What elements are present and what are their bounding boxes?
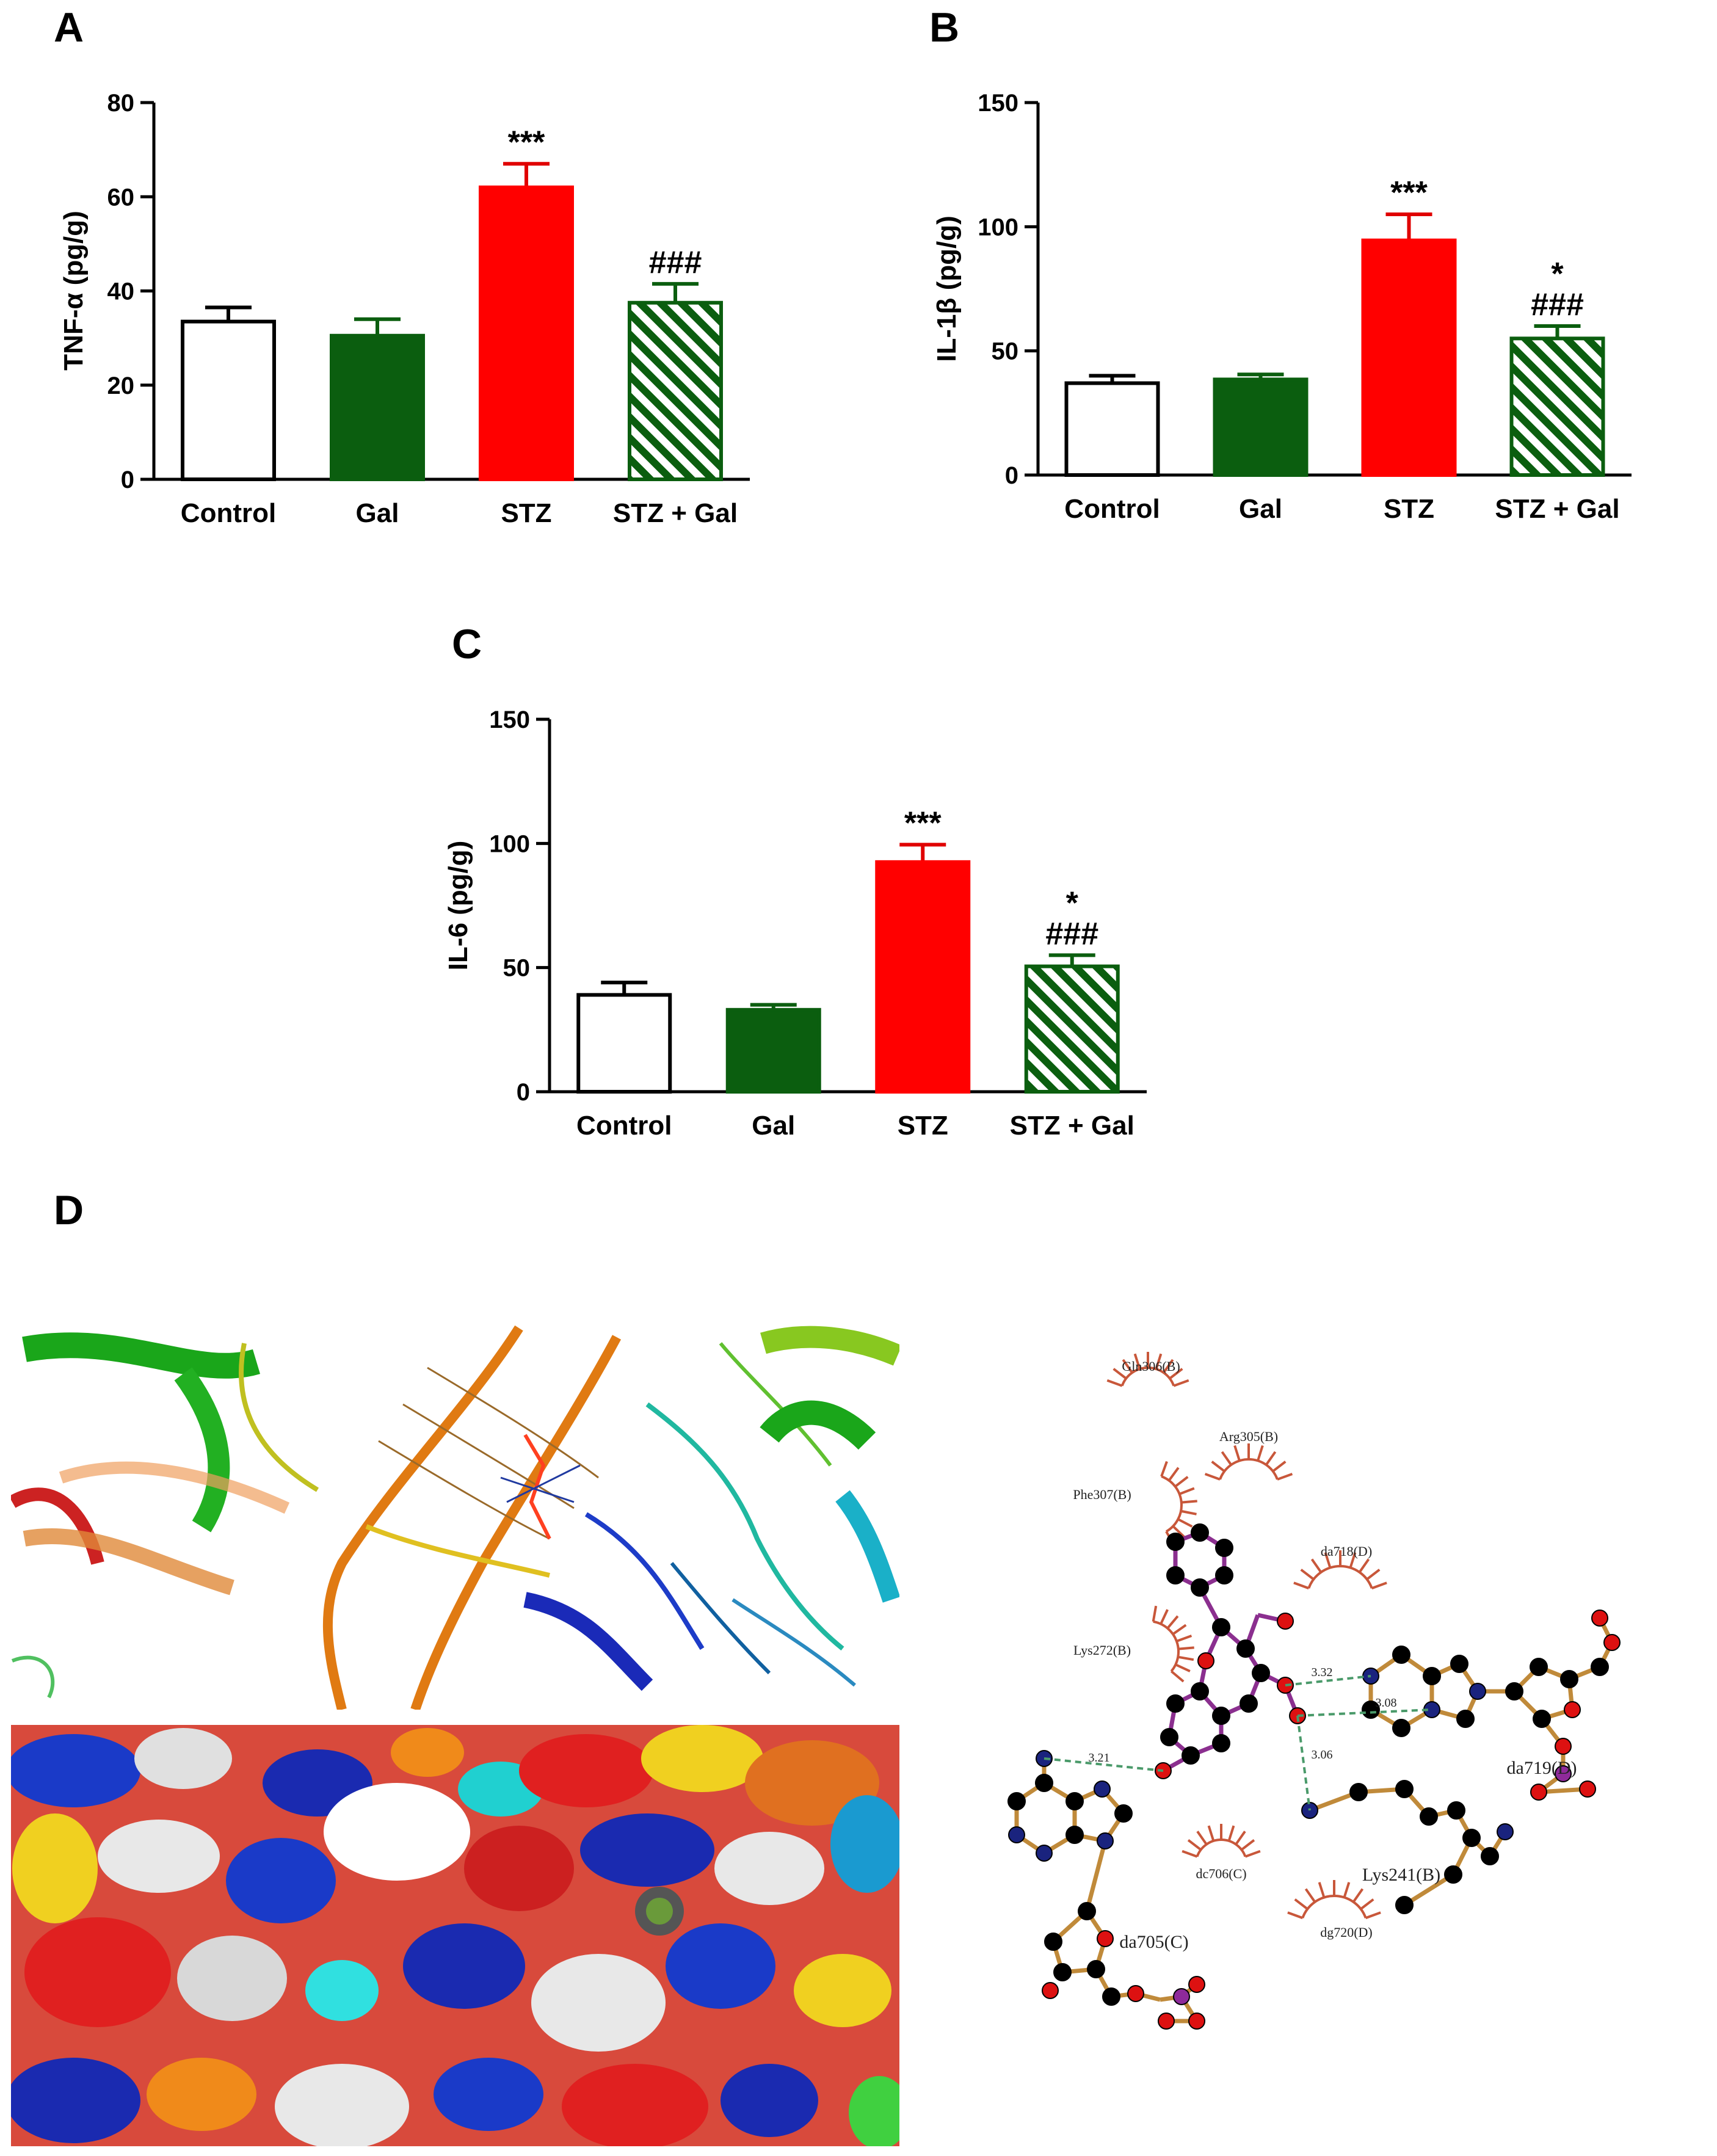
bar-control (1064, 381, 1160, 477)
category-label-gal: Gal (752, 1111, 795, 1141)
y-tick-label-100: 100 (489, 830, 530, 857)
hbond-da705-distance: 3.21 (1089, 1751, 1110, 1765)
category-label-gal: Gal (356, 498, 399, 528)
y-tick-label-60: 60 (107, 184, 135, 211)
y-tick-label-20: 20 (107, 372, 135, 399)
y-tick-label-80: 80 (107, 90, 135, 117)
bar-stz (1361, 238, 1457, 477)
hbond-da719-n6-distance: 3.32 (1312, 1666, 1333, 1679)
bar-stz (875, 860, 971, 1094)
hbond-lys241-distance: 3.06 (1312, 1748, 1333, 1762)
category-label-stz: STZ (898, 1111, 948, 1141)
da719-ring (1368, 1653, 1434, 1730)
panel-label-a: A (54, 4, 84, 51)
panel-label-c: C (452, 621, 482, 667)
bar-stz-gal (628, 300, 723, 481)
bar-stz-gal (1024, 964, 1120, 1094)
significance-stz-gal-0: * (1066, 885, 1079, 921)
lys241-chain (1309, 1787, 1507, 1858)
significance-stz-0: *** (904, 805, 942, 841)
residue-label-da718: da718(D) (1321, 1544, 1372, 1559)
panel-label-b: B (929, 4, 959, 51)
category-label-control: Control (181, 498, 276, 528)
residue-label-arg305: Arg305(B) (1219, 1429, 1278, 1444)
bar-gal (1213, 377, 1309, 477)
y-tick-label-0: 0 (121, 466, 134, 493)
da719-atoms (1362, 1610, 1621, 1801)
hydrophobic-arc-dc706 (1182, 1824, 1261, 1858)
residue-label-dg720: dg720(D) (1320, 1925, 1373, 1940)
y-tick-label-50: 50 (992, 338, 1019, 365)
y-tick-label-100: 100 (978, 214, 1018, 241)
y-tick-label-150: 150 (978, 90, 1018, 117)
bar-control (181, 319, 276, 481)
bar-gal (330, 333, 425, 481)
y-tick-label-0: 0 (517, 1079, 530, 1106)
significance-stz-gal-1: ### (1045, 916, 1098, 951)
lys241-atoms (1301, 1780, 1514, 1914)
hydrophobic-arc-gln306 (1106, 1352, 1189, 1387)
da719-sugar (1478, 1664, 1575, 1721)
significance-stz-0: *** (1390, 175, 1428, 211)
y-axis-label: IL-6 (pg/g) (443, 841, 473, 971)
residue-label-lys241: Lys241(B) (1362, 1865, 1440, 1885)
protein-ribbon-view (11, 1325, 899, 1710)
bar-stz (479, 185, 574, 481)
chart-tnf-alpha: 0 20 40 60 80 TNF-α (pg/g) Control Gal STZ STZ + … (59, 90, 750, 528)
category-label-control: Control (576, 1111, 672, 1141)
hbond-da719-n6 (1285, 1675, 1371, 1686)
interaction-diagram: Gln306(B) Arg305(B) Phe307(B) da718(D) Lys27… (1007, 1352, 1621, 2030)
chart-il-1beta: 0 50 100 150 IL-1β (pg/g) Control Gal STZ STZ + … (932, 90, 1632, 524)
hbond-lys241 (1296, 1715, 1311, 1811)
hbond-da719-n7 (1297, 1708, 1432, 1717)
hydrophobic-arc-dg720 (1287, 1880, 1381, 1920)
bar-control (576, 993, 672, 1094)
significance-stz-gal-0: ### (649, 245, 702, 280)
hydrophobic-arc-lys272 (1152, 1605, 1194, 1683)
y-tick-label-50: 50 (503, 955, 531, 982)
hbond-da719-n7-distance: 3.08 (1376, 1696, 1397, 1710)
category-label-stz-gal: STZ + Gal (1495, 494, 1619, 524)
bar-stz-gal (1509, 336, 1605, 477)
y-tick-label-40: 40 (107, 278, 135, 305)
significance-stz-0: *** (508, 125, 545, 160)
residue-label-da719: da719(D) (1507, 1758, 1577, 1778)
significance-stz-gal-1: ### (1531, 287, 1584, 322)
y-tick-label-150: 150 (489, 706, 530, 733)
category-label-stz: STZ (1384, 494, 1434, 524)
bar-gal (725, 1007, 821, 1094)
category-label-control: Control (1064, 494, 1160, 524)
da705-ring (1014, 1780, 1077, 1856)
category-label-stz-gal: STZ + Gal (1010, 1111, 1134, 1141)
category-label-gal: Gal (1239, 494, 1282, 524)
residue-label-lys272: Lys272(B) (1073, 1642, 1131, 1658)
y-axis-label: IL-1β (pg/g) (932, 216, 962, 361)
da705-atoms (1007, 1750, 1205, 2030)
residue-label-phe307: Phe307(B) (1073, 1487, 1131, 1502)
category-label-stz: STZ (501, 498, 551, 528)
chart-il-6: 0 50 100 150 IL-6 (pg/g) Control Gal STZ STZ + G… (443, 706, 1147, 1141)
da705-link (1084, 1840, 1108, 1912)
y-axis-label: TNF-α (pg/g) (59, 211, 89, 371)
protein-surface-view (11, 1725, 899, 2146)
panel-label-d: D (54, 1187, 84, 1233)
y-tick-label-0: 0 (1005, 462, 1018, 489)
ligand-atoms (1155, 1523, 1306, 1779)
residue-label-gln306: Gln306(B) (1122, 1359, 1180, 1374)
significance-stz-gal-0: * (1551, 256, 1564, 292)
residue-label-dc706: dc706(C) (1196, 1866, 1246, 1881)
hydrophobic-arc-da718 (1293, 1550, 1387, 1590)
hydrophobic-arc-arg305 (1204, 1443, 1293, 1481)
category-label-stz-gal: STZ + Gal (613, 498, 738, 528)
residue-label-da705: da705(C) (1119, 1932, 1188, 1952)
